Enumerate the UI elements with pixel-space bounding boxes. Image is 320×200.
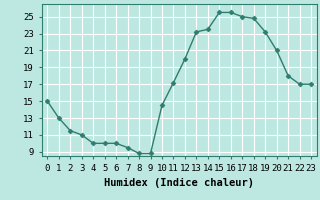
X-axis label: Humidex (Indice chaleur): Humidex (Indice chaleur) xyxy=(104,178,254,188)
